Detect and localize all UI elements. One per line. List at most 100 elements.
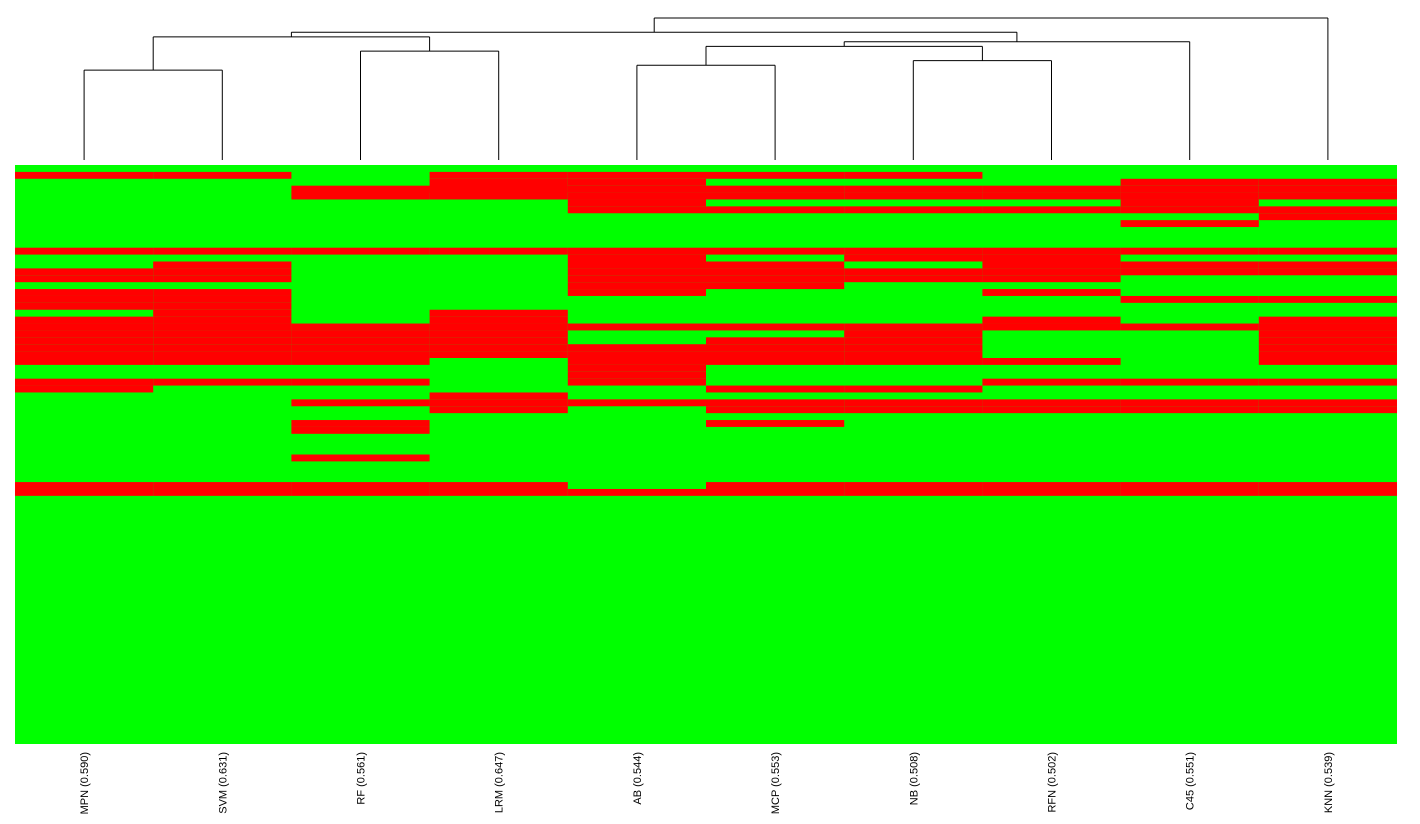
heatmap-cell (982, 254, 1121, 262)
heatmap-cell (706, 247, 845, 255)
heatmap-cell (567, 351, 706, 358)
column-label: AB (0.544) (632, 752, 644, 805)
heatmap-cell (429, 482, 568, 489)
heatmap-cell (706, 406, 845, 414)
heatmap-cell (844, 344, 983, 352)
heatmap-cell (291, 344, 430, 352)
heatmap-cell (982, 358, 1121, 365)
heatmap-cell (15, 344, 154, 352)
heatmap-cell (291, 399, 430, 407)
heatmap-cell (567, 178, 706, 186)
heatmap-cell (1258, 488, 1397, 496)
heatmap-cell (1258, 399, 1397, 407)
heatmap-cell (844, 254, 983, 262)
heatmap-cell (15, 247, 154, 255)
heatmap-cell (15, 171, 154, 179)
heatmap-cell (15, 289, 154, 296)
column-label: C45 (0.551) (1185, 752, 1197, 810)
heatmap-cell (706, 268, 845, 276)
heatmap-cell (153, 488, 292, 496)
heatmap-cell (429, 406, 568, 414)
column-dendrogram (83, 17, 1329, 160)
heatmap-cell (706, 337, 845, 345)
heatmap-cell (15, 482, 154, 489)
heatmap-cell (844, 337, 983, 345)
heatmap-cell (429, 309, 568, 317)
heatmap-cell (982, 261, 1121, 269)
column-label: KNN (0.539) (1323, 752, 1335, 813)
heatmap-cell (844, 330, 983, 338)
heatmap-cell (982, 275, 1121, 283)
heatmap-cell (844, 358, 983, 365)
heatmap-cell (153, 351, 292, 358)
heatmap-cell (982, 482, 1121, 489)
heatmap-cell (567, 488, 706, 496)
heatmap-cell (982, 206, 1121, 214)
heatmap-cell (153, 261, 292, 269)
column-label: LRM (0.647) (494, 752, 506, 813)
heatmap-cell (1120, 295, 1259, 303)
heatmap-cell (567, 371, 706, 379)
heatmap-cell (1258, 358, 1397, 365)
heatmap-cell (153, 378, 292, 386)
heatmap-cell (706, 488, 845, 496)
heatmap-cell (15, 330, 154, 338)
heatmap-cell (153, 323, 292, 331)
heatmap-cell (844, 406, 983, 414)
heatmap-cell (153, 171, 292, 179)
heatmap-cell (1120, 406, 1259, 414)
heatmap-cell (1258, 295, 1397, 303)
heatmap-cell (153, 337, 292, 345)
heatmap-cell (567, 206, 706, 214)
heatmap-cell (15, 351, 154, 358)
heatmap-cell (706, 275, 845, 283)
heatmap-cell (429, 185, 568, 200)
column-labels: MPN (0.590) SVM (0.631) RF (0.561) LRM (0.6… (79, 752, 1335, 814)
heatmap-cell (1258, 247, 1397, 255)
heatmap-cell (1258, 185, 1397, 193)
heatmap-cell (706, 282, 845, 290)
heatmap-cell (567, 268, 706, 276)
heatmap-cell (1258, 323, 1397, 331)
heatmap-cell (706, 420, 845, 427)
heatmap-cell (567, 192, 706, 200)
heatmap-cell (153, 309, 292, 317)
heatmap-cell (291, 351, 430, 358)
heatmap-cell (706, 351, 845, 358)
heatmap-cell (153, 302, 292, 310)
heatmap-cell (15, 295, 154, 303)
heatmap-cell (844, 192, 983, 200)
heatmap-cell (429, 344, 568, 352)
heatmap-cell (982, 289, 1121, 296)
heatmap-cell (844, 323, 983, 331)
heatmap-cell (291, 420, 430, 427)
heatmap-cell (429, 323, 568, 331)
heatmap-cell (429, 351, 568, 358)
heatmap-cell (429, 316, 568, 324)
heatmap-cell (291, 323, 430, 331)
heatmap-cell (153, 295, 292, 303)
heatmap-cell (291, 337, 430, 345)
column-label: MCP (0.553) (770, 752, 782, 814)
heatmap-cell (567, 364, 706, 372)
heatmap-cell (15, 302, 154, 310)
heatmap-cell (153, 330, 292, 338)
column-label: SVM (0.631) (217, 752, 229, 814)
heatmap-cell (706, 171, 845, 179)
heatmap-cell (1258, 378, 1397, 386)
heatmap-cell (567, 185, 706, 193)
heatmap-cell (1258, 206, 1397, 214)
heatmap-cell (706, 385, 845, 393)
heatmap-cell (15, 378, 154, 386)
heatmap-cell (1120, 482, 1259, 489)
heatmap-cell (567, 399, 706, 407)
heatmap-cell (15, 358, 154, 365)
heatmap-cell (706, 344, 845, 352)
heatmap-cell (982, 268, 1121, 276)
heatmap-cell (1258, 192, 1397, 200)
heatmap-cell (15, 275, 154, 283)
heatmap-cell (15, 385, 154, 393)
heatmap-cells (15, 165, 1397, 744)
heatmap-cell (1120, 323, 1259, 331)
heatmap-cell (1120, 199, 1259, 207)
